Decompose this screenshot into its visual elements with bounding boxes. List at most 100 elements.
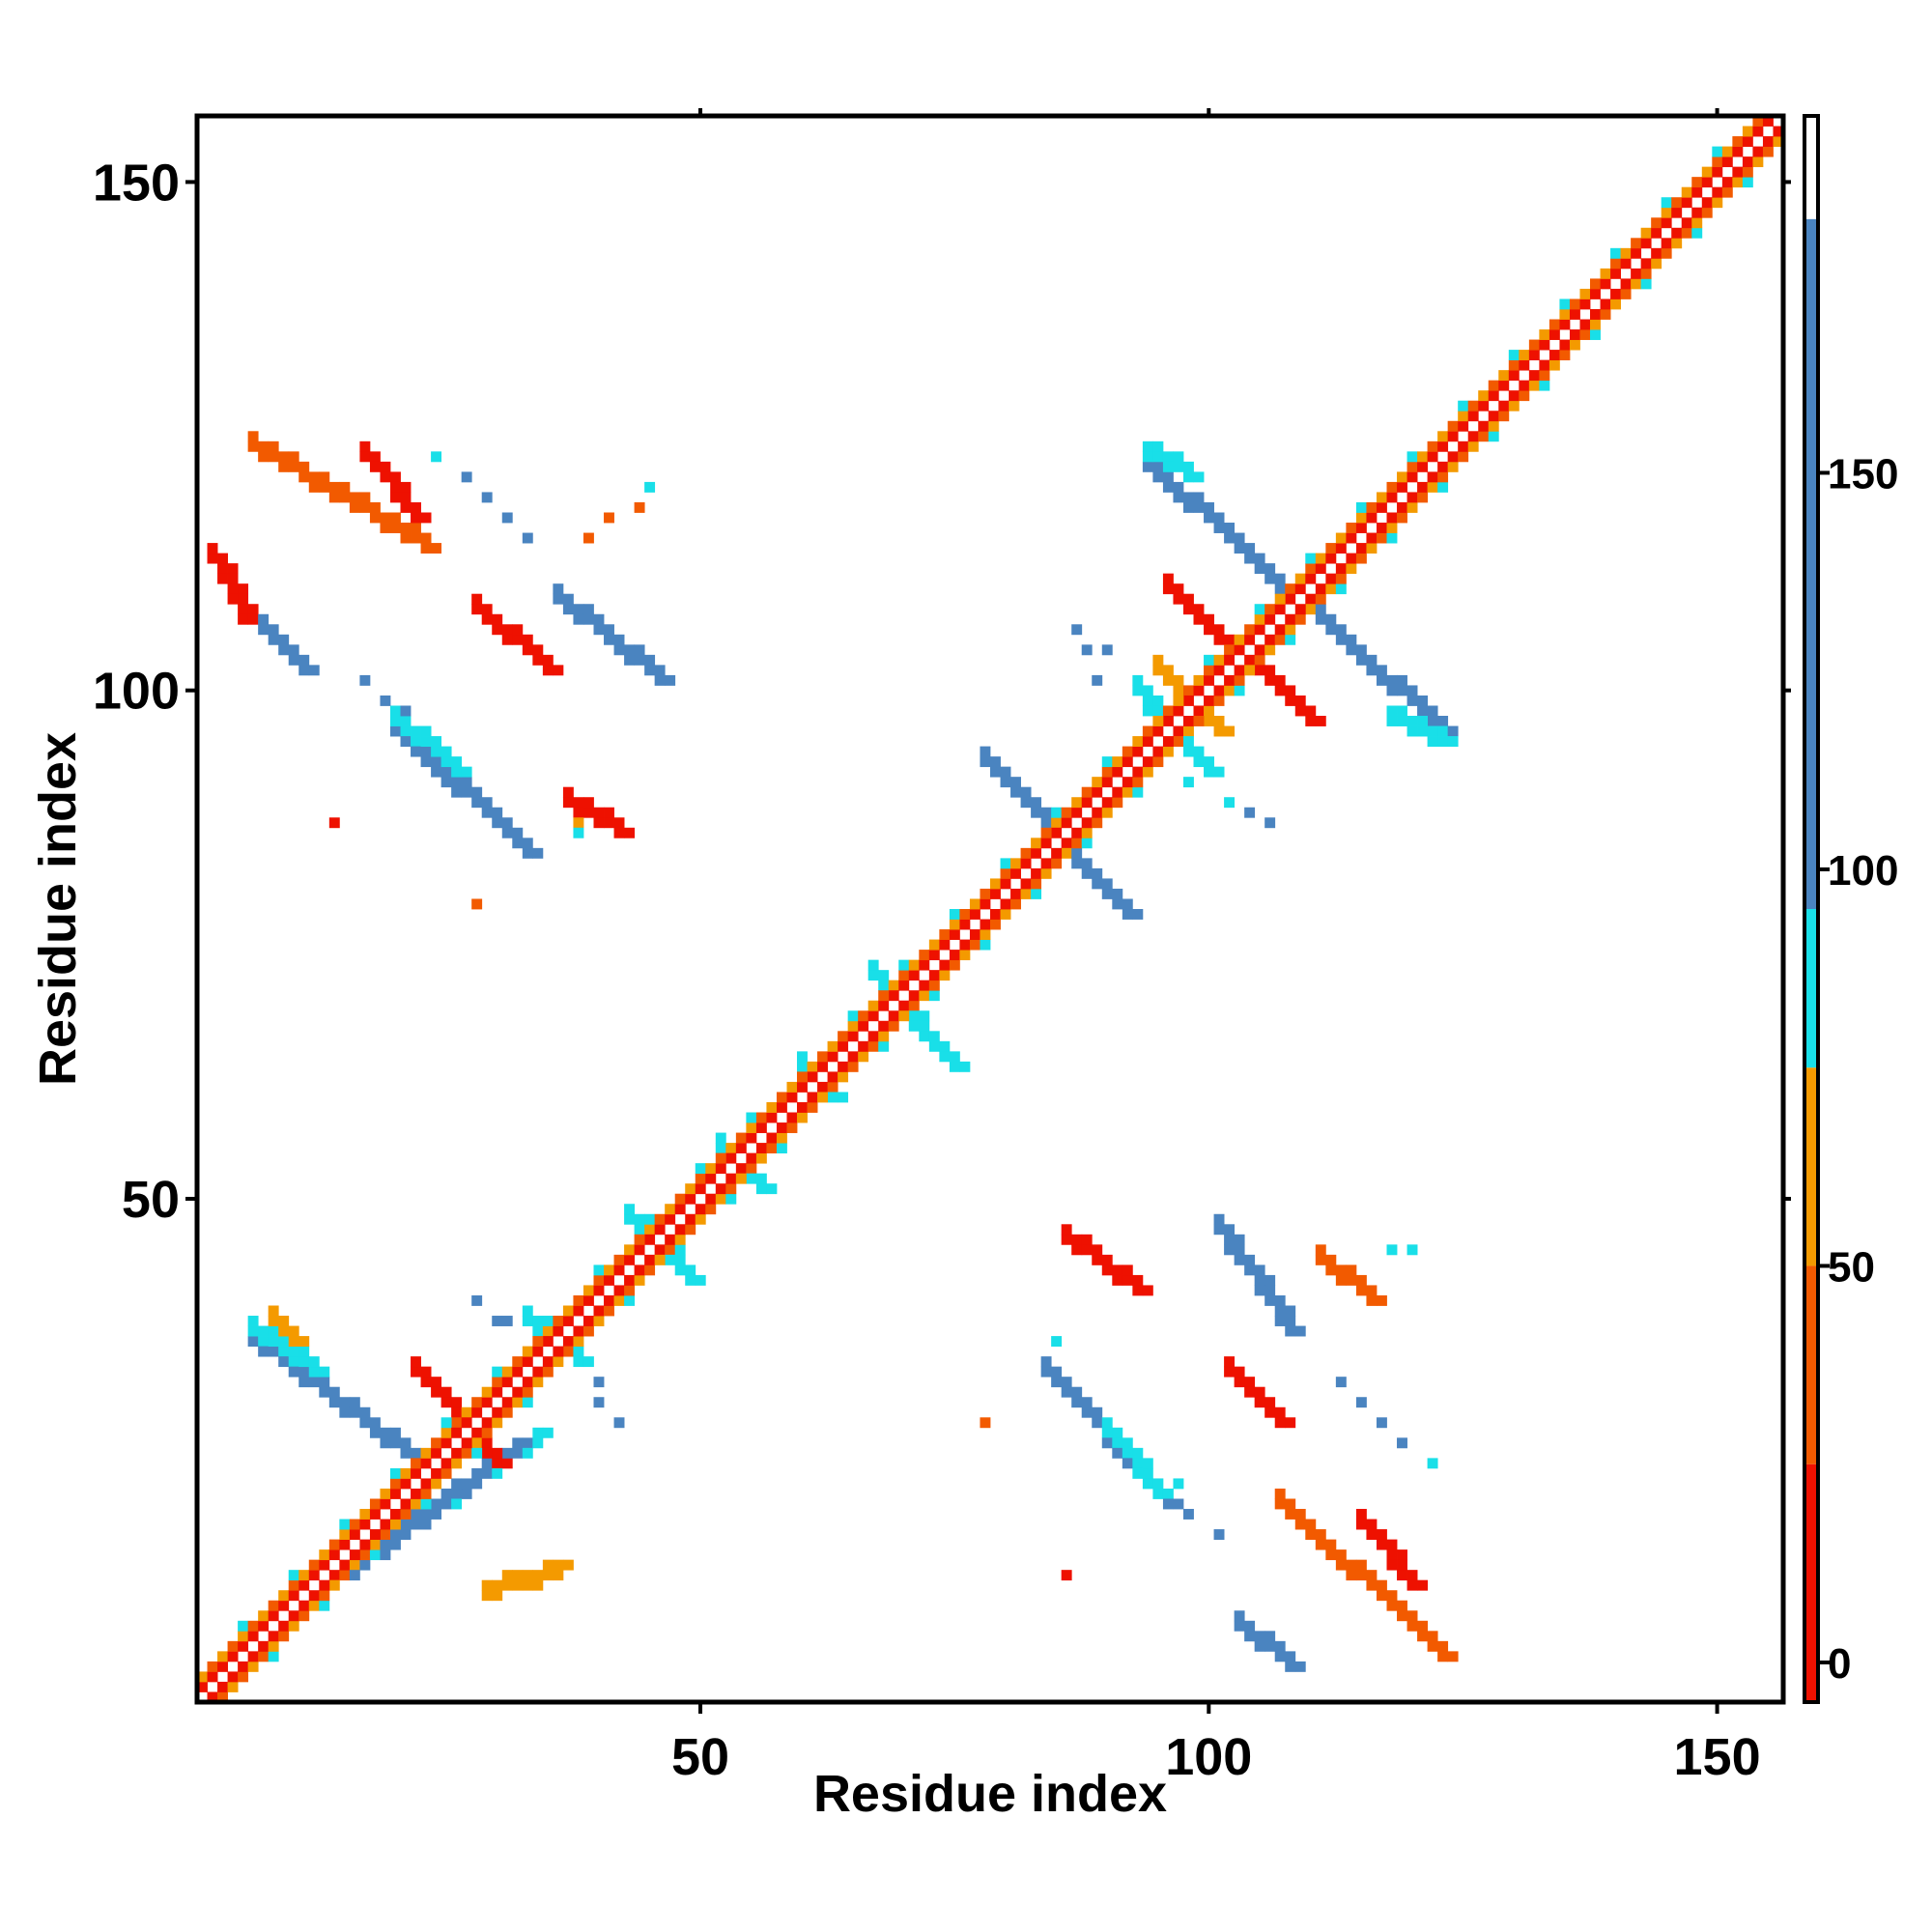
heatmap-cell: [542, 1427, 554, 1438]
heatmap-cell: [1122, 1458, 1133, 1469]
heatmap-cell: [1162, 573, 1174, 584]
heatmap-cell: [1539, 359, 1550, 371]
heatmap-cell: [1132, 786, 1144, 798]
heatmap-cell: [380, 461, 391, 472]
heatmap-cell: [715, 1183, 726, 1195]
heatmap-cell: [1204, 756, 1214, 768]
heatmap-cell: [898, 1000, 910, 1011]
heatmap-cell: [319, 1590, 330, 1602]
heatmap-cell: [1386, 685, 1398, 696]
heatmap-cell: [604, 1305, 614, 1317]
heatmap-cell: [1732, 136, 1744, 147]
heatmap-cell: [288, 1366, 299, 1378]
heatmap-cell: [349, 1397, 360, 1408]
heatmap-cell: [1579, 319, 1591, 330]
heatmap-cell: [1569, 339, 1580, 351]
heatmap-cell: [665, 1204, 676, 1215]
heatmap-cell: [553, 1316, 564, 1326]
heatmap-cell: [1752, 126, 1764, 137]
heatmap-cell: [492, 1366, 503, 1378]
heatmap-cell: [624, 1285, 636, 1296]
heatmap-cell: [461, 1437, 472, 1449]
heatmap-cell: [919, 990, 930, 1002]
heatmap-cell: [1386, 1244, 1398, 1256]
heatmap-cell: [1315, 613, 1326, 625]
heatmap-cell: [1254, 654, 1265, 666]
heatmap-cell: [268, 451, 279, 463]
heatmap-cell: [582, 1356, 594, 1368]
heatmap-cell: [980, 888, 991, 899]
heatmap-cell: [431, 1386, 442, 1398]
heatmap-cell: [959, 909, 971, 920]
heatmap-cell: [420, 1377, 432, 1388]
heatmap-cell: [908, 970, 920, 981]
heatmap-cell: [1122, 756, 1133, 768]
heatmap-cell: [705, 1173, 717, 1184]
heatmap-cell: [624, 1244, 636, 1256]
heatmap-cell: [308, 1600, 320, 1611]
heatmap-cell: [268, 1640, 279, 1652]
heatmap-cell: [1264, 1285, 1276, 1296]
heatmap-cell: [553, 583, 564, 595]
heatmap-cell: [1010, 777, 1021, 788]
heatmap-cell: [1631, 268, 1642, 279]
heatmap-cell: [258, 1346, 270, 1357]
heatmap-cell: [278, 1631, 290, 1642]
heatmap-cell: [1193, 501, 1205, 513]
heatmap-cell: [451, 1498, 463, 1510]
heatmap-cell: [501, 1458, 513, 1469]
heatmap-cell: [1224, 1356, 1236, 1368]
heatmap-cell: [1488, 380, 1499, 391]
heatmap-cell: [431, 756, 442, 768]
heatmap-cell: [420, 725, 432, 737]
heatmap-cell: [1274, 604, 1286, 615]
heatmap-cell: [238, 1640, 249, 1652]
heatmap-cell: [1721, 186, 1733, 198]
heatmap-cell: [411, 512, 421, 524]
heatmap-cell: [746, 1152, 757, 1164]
heatmap-cell: [440, 746, 452, 757]
heatmap-cell: [1355, 1285, 1367, 1296]
heatmap-cell: [1193, 471, 1205, 483]
heatmap-cell: [1254, 563, 1265, 575]
heatmap-cell: [847, 1020, 859, 1032]
heatmap-cell: [1427, 725, 1438, 737]
heatmap-cell: [1224, 725, 1236, 737]
heatmap-cell: [613, 1254, 625, 1265]
y-tick-label: 100: [93, 663, 180, 721]
heatmap-cell: [735, 1143, 747, 1154]
heatmap-cell: [1294, 1509, 1306, 1520]
heatmap-cell: [532, 1346, 544, 1357]
heatmap-cell: [1101, 888, 1113, 899]
heatmap-cell: [1305, 705, 1317, 717]
heatmap-cell: [400, 1519, 412, 1530]
heatmap-cell: [797, 1101, 808, 1113]
heatmap-cell: [634, 1213, 645, 1225]
heatmap-cell: [1051, 807, 1063, 818]
heatmap-cell: [867, 1031, 879, 1042]
heatmap-cell: [278, 1316, 290, 1326]
heatmap-cell: [1712, 156, 1723, 168]
heatmap-cell: [207, 1691, 218, 1703]
heatmap-cell: [440, 777, 452, 788]
heatmap-cell: [1346, 532, 1357, 544]
heatmap-cell: [613, 827, 625, 838]
heatmap-cell: [665, 1213, 676, 1225]
heatmap-cell: [522, 1447, 533, 1459]
heatmap-cell: [1244, 543, 1256, 554]
heatmap-cell: [582, 797, 594, 809]
heatmap-cell: [308, 1590, 320, 1602]
heatmap-cell: [238, 1631, 249, 1642]
heatmap-cell: [1590, 329, 1601, 340]
heatmap-cell: [593, 1305, 605, 1317]
heatmap-cell: [389, 523, 401, 533]
heatmap-cell: [532, 1579, 544, 1591]
heatmap-cell: [1285, 613, 1296, 625]
heatmap-cell: [288, 644, 299, 656]
heatmap-cell: [1285, 1651, 1296, 1662]
heatmap-cell: [746, 1132, 757, 1144]
heatmap-cell: [1173, 593, 1184, 605]
heatmap-cell: [1213, 1529, 1225, 1540]
heatmap-cell: [949, 919, 960, 930]
heatmap-cell: [593, 1274, 605, 1286]
